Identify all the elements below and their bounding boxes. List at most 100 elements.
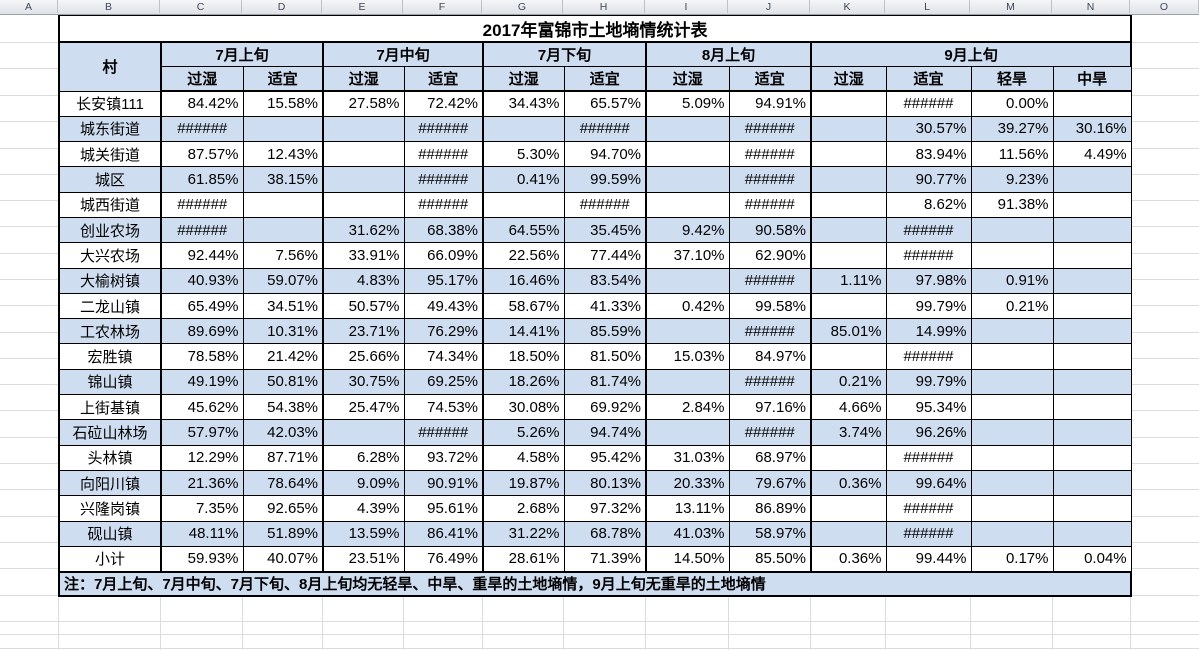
value-cell[interactable]: 16.46%: [482, 267, 565, 294]
value-cell[interactable]: 4.58%: [482, 444, 565, 471]
value-cell[interactable]: 12.43%: [242, 141, 324, 168]
value-cell[interactable]: ######: [728, 368, 812, 396]
column-header-k[interactable]: K: [810, 0, 885, 13]
value-cell[interactable]: [645, 141, 730, 168]
value-cell[interactable]: [1052, 267, 1132, 294]
village-cell[interactable]: 向阳川镇: [58, 469, 162, 497]
value-cell[interactable]: [970, 495, 1054, 522]
value-cell[interactable]: 0.91%: [970, 267, 1054, 294]
village-cell[interactable]: 城关街道: [58, 141, 162, 168]
value-cell[interactable]: 13.11%: [645, 495, 730, 522]
value-cell[interactable]: 48.11%: [160, 520, 244, 547]
value-cell[interactable]: [645, 368, 730, 396]
value-cell[interactable]: 99.79%: [885, 368, 972, 396]
value-cell[interactable]: 95.34%: [885, 394, 972, 421]
value-cell[interactable]: 23.51%: [322, 545, 405, 573]
value-cell[interactable]: 4.66%: [810, 394, 887, 421]
value-cell[interactable]: 25.66%: [322, 343, 405, 370]
value-cell[interactable]: 84.97%: [728, 343, 812, 370]
value-cell[interactable]: 78.58%: [160, 343, 244, 370]
value-cell[interactable]: [322, 115, 405, 143]
value-cell[interactable]: ######: [885, 520, 972, 547]
value-cell[interactable]: [810, 242, 887, 269]
value-cell[interactable]: [645, 267, 730, 294]
value-cell[interactable]: 85.59%: [563, 318, 647, 345]
value-cell[interactable]: [645, 115, 730, 143]
value-cell[interactable]: 81.50%: [563, 343, 647, 370]
value-cell[interactable]: 92.65%: [242, 495, 324, 522]
value-cell[interactable]: 74.34%: [403, 343, 484, 370]
value-cell[interactable]: [1052, 444, 1132, 471]
column-header-b[interactable]: B: [58, 0, 160, 13]
value-cell[interactable]: [970, 520, 1054, 547]
value-cell[interactable]: 6.28%: [322, 444, 405, 471]
village-cell[interactable]: 石砬山林场: [58, 419, 162, 446]
value-cell[interactable]: 10.31%: [242, 318, 324, 345]
value-cell[interactable]: [970, 343, 1054, 370]
value-cell[interactable]: 33.91%: [322, 242, 405, 269]
value-cell[interactable]: 99.79%: [885, 292, 972, 320]
value-cell[interactable]: 15.03%: [645, 343, 730, 370]
value-cell[interactable]: 15.58%: [242, 90, 324, 117]
value-cell[interactable]: 94.74%: [563, 419, 647, 446]
value-cell[interactable]: 91.38%: [970, 191, 1054, 218]
value-cell[interactable]: 89.69%: [160, 318, 244, 345]
value-cell[interactable]: 58.67%: [482, 292, 565, 320]
column-header-e[interactable]: E: [322, 0, 403, 13]
value-cell[interactable]: [810, 115, 887, 143]
value-cell[interactable]: [322, 141, 405, 168]
value-cell[interactable]: 18.50%: [482, 343, 565, 370]
month-group-header[interactable]: 7月中旬: [322, 41, 484, 67]
value-cell[interactable]: 90.77%: [885, 166, 972, 193]
value-cell[interactable]: ######: [728, 267, 812, 294]
value-cell[interactable]: 19.87%: [482, 469, 565, 497]
subcolumn-header[interactable]: 适宜: [563, 65, 647, 92]
subcolumn-header[interactable]: 过湿: [160, 65, 244, 92]
value-cell[interactable]: [810, 343, 887, 370]
value-cell[interactable]: ######: [563, 191, 647, 218]
column-header-f[interactable]: F: [403, 0, 482, 13]
value-cell[interactable]: ######: [728, 115, 812, 143]
value-cell[interactable]: 41.33%: [563, 292, 647, 320]
table-title[interactable]: 2017年富锦市土地墒情统计表: [57, 14, 1133, 43]
value-cell[interactable]: [645, 191, 730, 218]
value-cell[interactable]: 50.81%: [242, 368, 324, 396]
value-cell[interactable]: 65.57%: [563, 90, 647, 117]
value-cell[interactable]: 93.72%: [403, 444, 484, 471]
value-cell[interactable]: 3.74%: [810, 419, 887, 446]
value-cell[interactable]: 90.58%: [728, 216, 812, 244]
value-cell[interactable]: 66.09%: [403, 242, 484, 269]
value-cell[interactable]: 64.55%: [482, 216, 565, 244]
value-cell[interactable]: [242, 191, 324, 218]
value-cell[interactable]: ######: [728, 191, 812, 218]
village-column-header[interactable]: 村: [58, 41, 162, 92]
value-cell[interactable]: [242, 216, 324, 244]
value-cell[interactable]: [810, 444, 887, 471]
value-cell[interactable]: [1052, 343, 1132, 370]
value-cell[interactable]: [970, 469, 1054, 497]
column-header-h[interactable]: H: [563, 0, 645, 13]
value-cell[interactable]: 0.21%: [810, 368, 887, 396]
value-cell[interactable]: 34.43%: [482, 90, 565, 117]
value-cell[interactable]: [1052, 419, 1132, 446]
value-cell[interactable]: 2.68%: [482, 495, 565, 522]
value-cell[interactable]: 40.07%: [242, 545, 324, 573]
value-cell[interactable]: 21.36%: [160, 469, 244, 497]
value-cell[interactable]: 81.74%: [563, 368, 647, 396]
value-cell[interactable]: ######: [403, 419, 484, 446]
value-cell[interactable]: 62.90%: [728, 242, 812, 269]
value-cell[interactable]: [970, 318, 1054, 345]
value-cell[interactable]: 49.19%: [160, 368, 244, 396]
value-cell[interactable]: 5.09%: [645, 90, 730, 117]
value-cell[interactable]: [1052, 318, 1132, 345]
value-cell[interactable]: 95.17%: [403, 267, 484, 294]
value-cell[interactable]: 4.39%: [322, 495, 405, 522]
value-cell[interactable]: ######: [160, 216, 244, 244]
value-cell[interactable]: 12.29%: [160, 444, 244, 471]
value-cell[interactable]: 7.35%: [160, 495, 244, 522]
village-cell[interactable]: 上街基镇: [58, 394, 162, 421]
value-cell[interactable]: 84.42%: [160, 90, 244, 117]
value-cell[interactable]: 30.75%: [322, 368, 405, 396]
value-cell[interactable]: 22.56%: [482, 242, 565, 269]
subcolumn-header[interactable]: 适宜: [728, 65, 812, 92]
